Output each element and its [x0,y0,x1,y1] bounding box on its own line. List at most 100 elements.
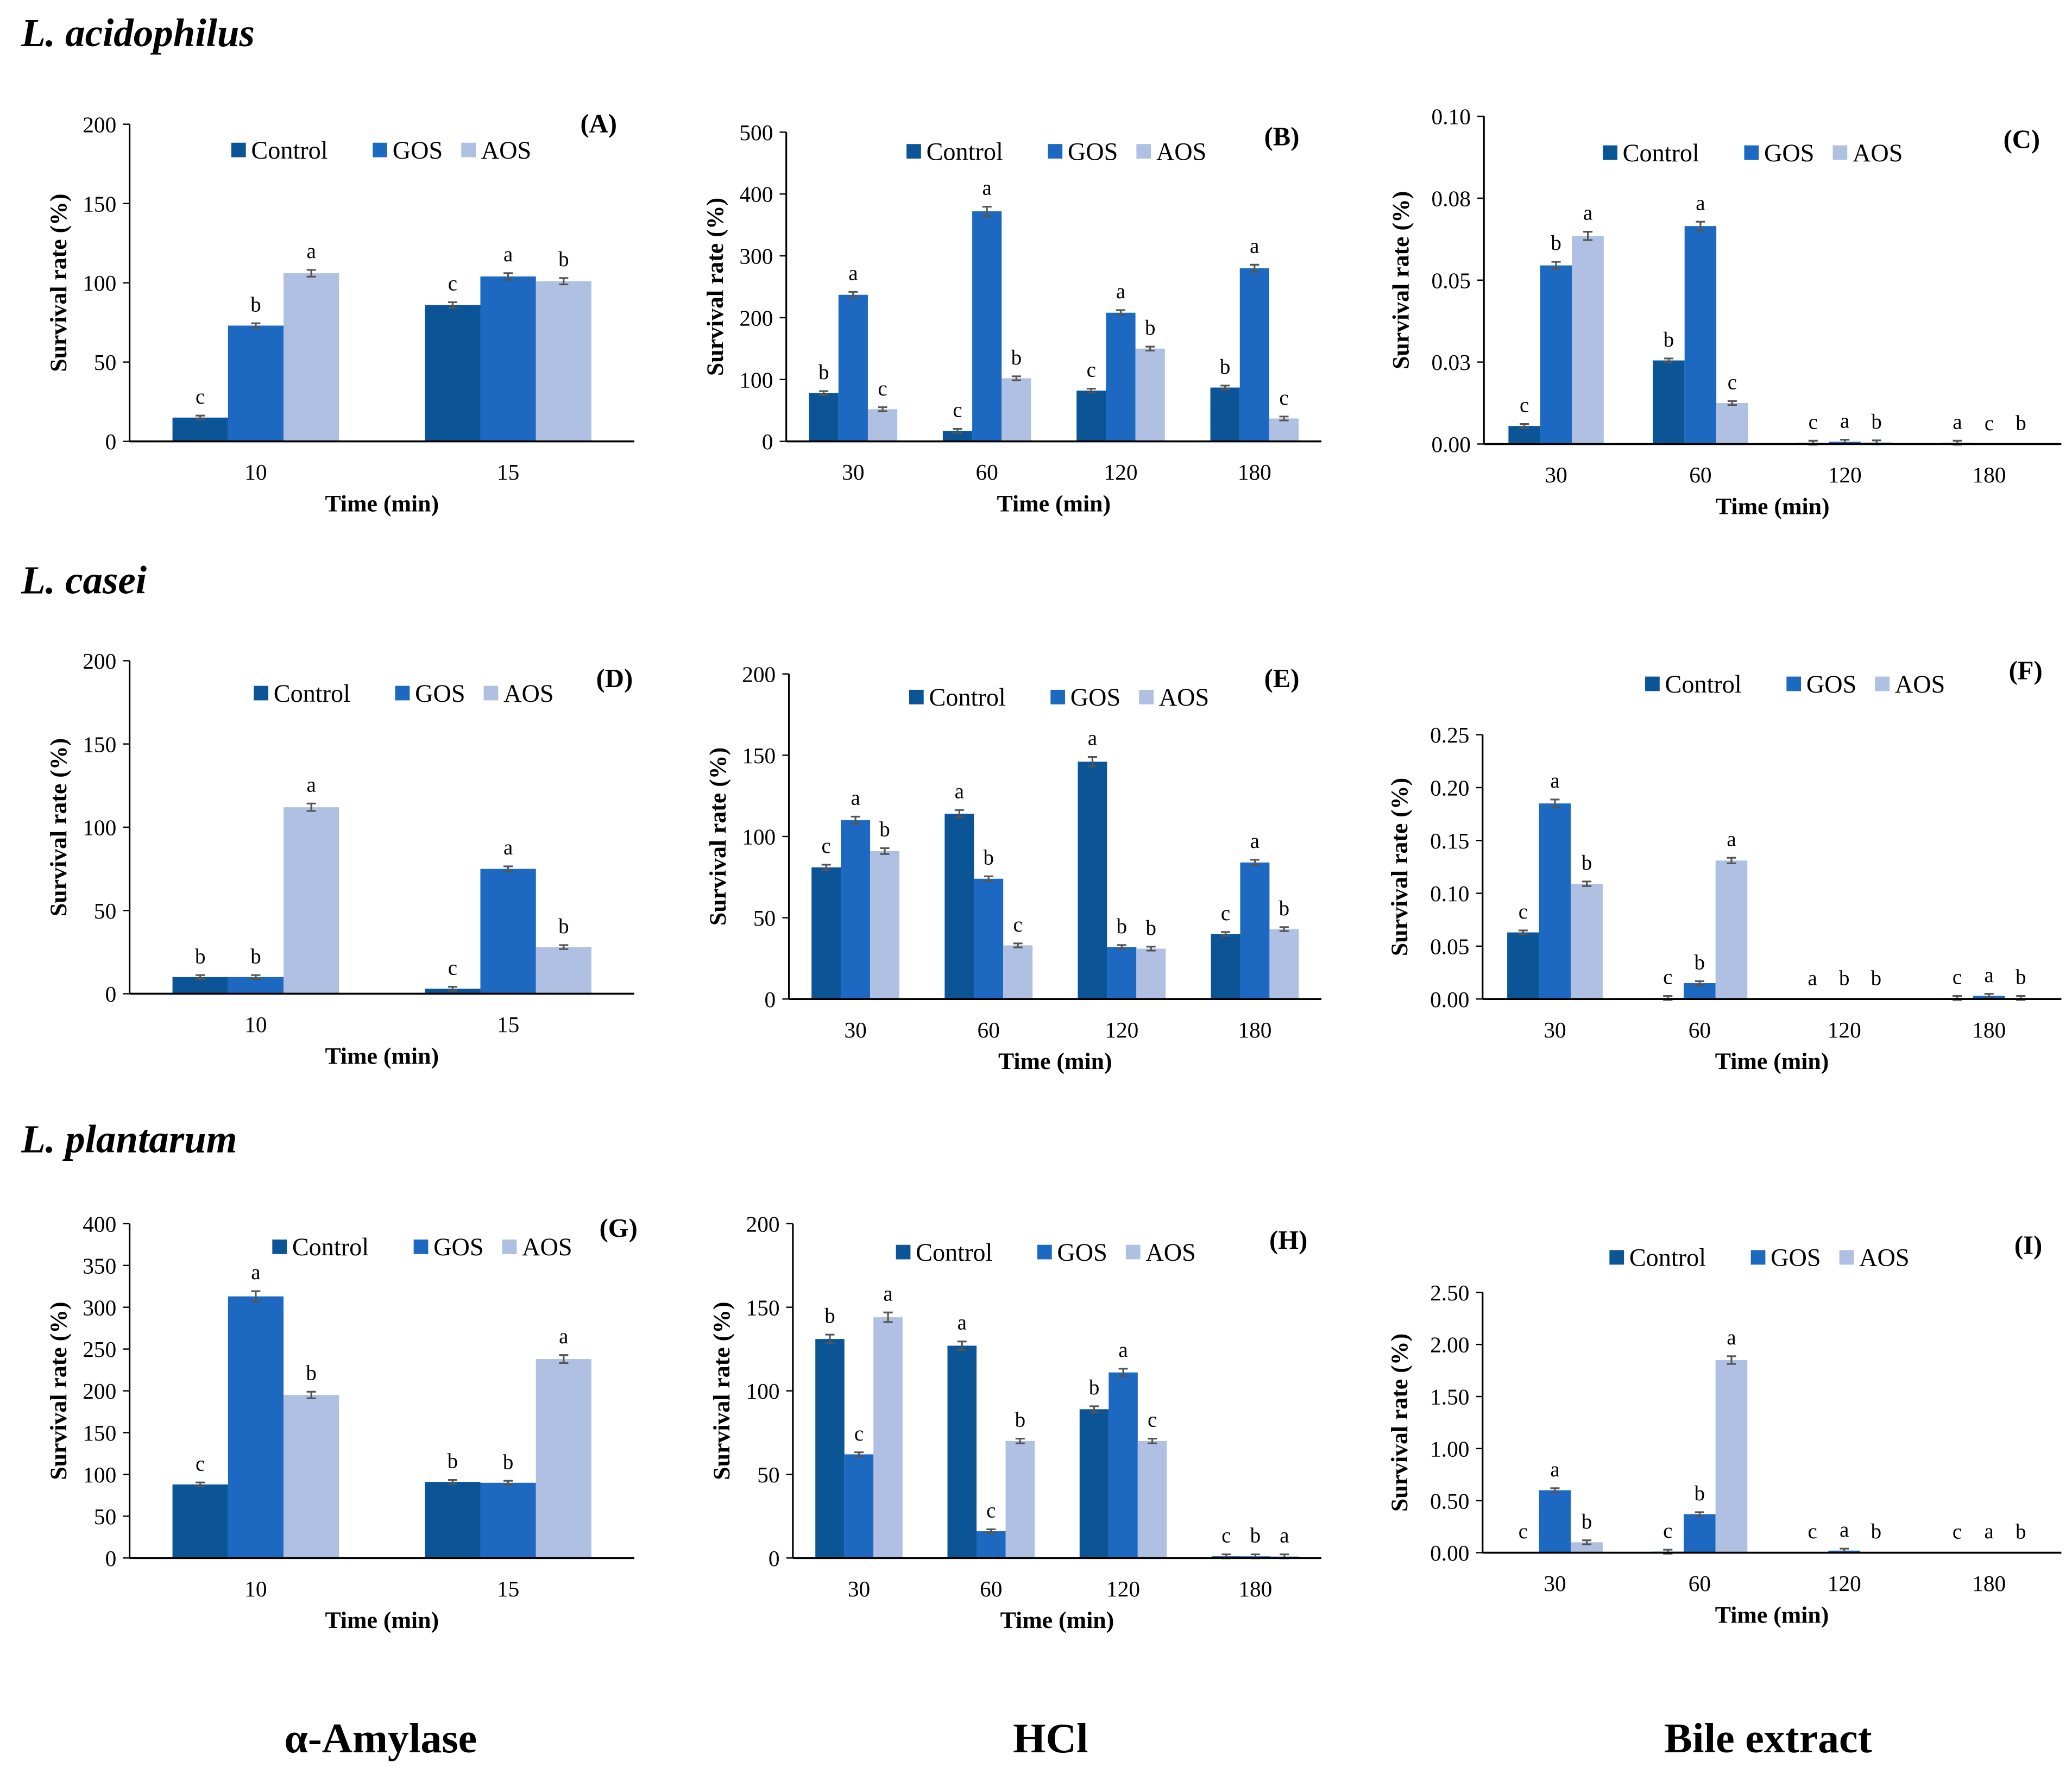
y-tick-label: 100 [746,1379,780,1404]
significance-letter: b [306,1361,316,1385]
significance-letter: b [1551,231,1561,255]
x-tick-label: 60 [978,1017,1000,1042]
x-tick-label: 15 [497,460,519,485]
error-bar [878,406,887,412]
significance-letter: b [983,846,993,869]
significance-letter: c [1953,966,1962,989]
bar-aos [1136,948,1166,999]
bar-aos [536,947,591,994]
error-bar [1279,416,1289,422]
significance-letter: a [1727,827,1736,851]
x-axis-label: Time (min) [1715,1048,1829,1074]
bar-gos [480,869,536,994]
bar-aos [1572,236,1604,444]
error-bar [251,1290,261,1303]
bar-gos [1684,1514,1716,1553]
significance-letter: a [1583,202,1592,225]
significance-letter: a [1280,1524,1289,1548]
y-tick-label: 400 [739,182,773,207]
error-bar [954,809,964,819]
significance-letter: b [818,361,829,384]
y-tick-label: 50 [753,905,776,930]
significance-letter: a [1840,1518,1849,1542]
x-tick-label: 180 [1238,1576,1272,1601]
y-tick-label: 200 [83,1379,116,1404]
bar-control [1076,391,1106,442]
significance-letter: c [1728,370,1737,394]
significance-letter: b [2016,966,2026,989]
y-tick-label: 2.50 [1430,1280,1469,1305]
error-bar [1220,931,1231,937]
significance-letter: c [1520,394,1529,417]
x-tick-label: 120 [1828,1571,1861,1596]
bar-aos [1269,418,1299,442]
legend-label: Control [274,680,350,707]
legend-item-control: Control [906,137,1003,165]
x-tick-label: 120 [1106,1576,1140,1601]
significance-letter: b [448,1450,458,1473]
legend-swatch [1139,689,1154,705]
x-tick-label: 60 [1689,1571,1711,1596]
significance-letter: c [953,399,962,422]
legend-label: Control [251,136,328,164]
error-bar [1582,880,1592,887]
legend-item-aos: AOS [1125,1238,1196,1266]
significance-letter: c [196,385,205,408]
bar-aos [1571,884,1603,999]
error-bar [306,269,316,278]
legend-item-gos: GOS [413,1233,484,1261]
bar-control [425,305,481,442]
y-tick-label: 400 [83,1211,116,1236]
bar-gos [974,878,1004,999]
significance-letter: a [503,836,513,859]
y-tick-label: 0.10 [1430,881,1469,906]
y-tick-label: 150 [746,1295,780,1320]
significance-letter: c [1279,386,1288,410]
legend-swatch [1786,676,1802,691]
x-tick-label: 120 [1828,462,1862,487]
x-tick-label: 180 [1972,1571,2006,1596]
error-bar [1220,385,1230,391]
error-bar [559,277,569,286]
condition-label-amylase: α-Amylase [284,1715,477,1762]
legend-label: GOS [433,1233,483,1261]
significance-letter: b [1011,346,1022,369]
bar-aos [1571,1542,1603,1553]
y-tick-label: 50 [94,350,116,375]
bar-gos [228,1296,284,1558]
legend-swatch [909,689,924,705]
error-bar [1086,387,1096,394]
bar-control [809,393,839,442]
y-axis-label: Survival rate (%) [1387,778,1413,956]
error-bar [196,974,205,980]
y-tick-label: 150 [83,191,116,216]
significance-letter: a [1250,234,1259,257]
bar-aos [1135,348,1165,442]
y-tick-label: 0.08 [1432,186,1471,211]
x-axis-label: Time (min) [325,1043,439,1069]
error-bar [1695,980,1704,986]
bar-gos [1106,312,1136,442]
legend-item-control: Control [1645,670,1742,698]
panel-label: (G) [600,1213,638,1243]
bar-control [1079,1409,1109,1558]
species-heading-acidophilus: L. acidophilus [21,11,255,55]
legend-swatch [1744,145,1759,160]
y-tick-label: 0.00 [1430,987,1469,1012]
legend-label: AOS [481,136,531,164]
significance-letter: b [1582,1510,1592,1533]
bar-aos [1269,929,1299,999]
legend-label: Control [1665,670,1742,698]
y-tick-label: 100 [83,271,116,295]
x-tick-label: 10 [244,1576,267,1601]
panel-F: 0.00 0.05 0.10 0.15 0.20 0.25 Survival rate (%… [1387,656,2062,1074]
y-tick-label: 500 [739,120,773,145]
legend-swatch [373,142,387,158]
error-bar [1727,857,1736,864]
bar-aos [284,807,339,994]
legend-label: AOS [1145,1238,1195,1266]
error-bar [1984,993,1994,999]
x-axis-label: Time (min) [1715,1602,1829,1628]
error-bar [503,865,513,872]
bar-aos [1005,1441,1035,1558]
